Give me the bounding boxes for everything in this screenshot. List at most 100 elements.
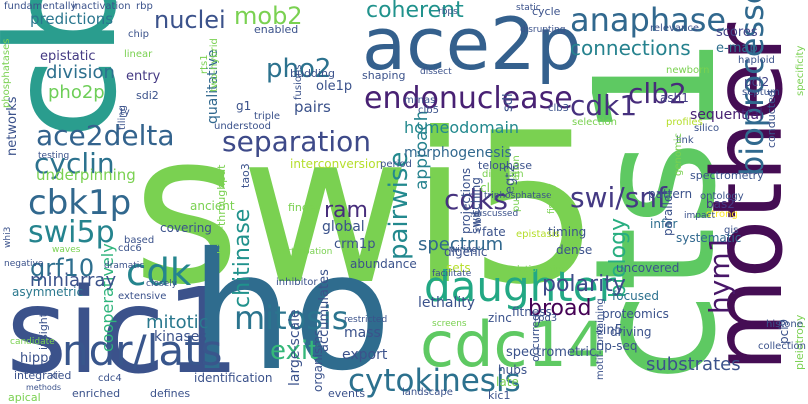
cloud-word: shaping: [362, 69, 406, 82]
cloud-word: silico: [694, 123, 720, 134]
cloud-word: large-scale: [287, 309, 303, 386]
cloud-word: fusions: [293, 64, 304, 100]
cloud-word: polarity: [542, 272, 626, 297]
cloud-word: telophase: [478, 159, 533, 172]
cloud-word: cdk1: [570, 89, 638, 122]
cloud-word: events: [328, 387, 366, 400]
cloud-word: nuclei: [154, 6, 226, 34]
cloud-word: enabled: [254, 23, 299, 36]
cloud-word: entry: [126, 69, 161, 84]
cloud-word: separation: [222, 125, 372, 158]
cloud-word: enriched: [72, 387, 121, 400]
cloud-word: cytokinesis: [348, 363, 521, 399]
cloud-word: linear: [124, 49, 153, 60]
cloud-word: integrated: [14, 369, 72, 382]
cloud-word: impact: [684, 211, 715, 221]
cloud-word: endonuclease: [364, 81, 573, 116]
cloud-word: cycle: [532, 5, 561, 18]
cloud-word: mitotic: [146, 312, 209, 333]
cloud-word: abundance: [350, 257, 417, 271]
cloud-word: late: [496, 375, 519, 389]
cloud-word: genomic: [673, 133, 684, 176]
cloud-word: purification: [511, 155, 522, 212]
cloud-word: cdc4: [98, 373, 122, 384]
cloud-word: zinc: [488, 311, 512, 325]
cloud-word: covering: [160, 221, 212, 235]
cloud-word: rts1: [199, 54, 210, 74]
cloud-word: ho: [190, 219, 392, 404]
cloud-word: spectrometric: [506, 345, 597, 360]
cloud-word: mrnas: [404, 95, 436, 106]
cloud-word: swi5: [132, 89, 601, 331]
cloud-word: proteomics: [602, 307, 669, 321]
cloud-word: mitosis: [234, 299, 349, 337]
cloud-word: relevance: [650, 23, 700, 34]
cloud-word: strong: [706, 209, 738, 220]
cloud-word: sdi2: [136, 89, 159, 102]
cloud-word: epistatic: [40, 49, 96, 64]
cloud-word: cooperatively: [98, 243, 117, 352]
cloud-word: xii: [50, 371, 61, 381]
cloud-word: pairs: [294, 98, 331, 116]
cloud-word: cdc14: [420, 308, 607, 381]
cloud-word: clb5: [418, 105, 439, 116]
cloud-word: facilitate: [432, 269, 472, 279]
cloud-word: systematic: [676, 231, 742, 245]
cloud-word: projections: [459, 167, 473, 234]
cloud-word: infer: [650, 217, 678, 231]
cloud-word: clb3: [548, 103, 569, 114]
cloud-word: focused: [612, 289, 660, 303]
cloud-word: e-map: [716, 41, 758, 56]
cloud-word: restricted: [344, 315, 388, 325]
cloud-word: discussed: [474, 209, 519, 219]
cloud-word: hippo: [20, 351, 57, 366]
cloud-word: kinases: [154, 329, 207, 345]
cloud-word: diagram: [482, 169, 524, 180]
cloud-word: triphosphatase: [484, 191, 552, 201]
cloud-word: waves: [52, 245, 81, 255]
cloud-word: chitinase: [230, 208, 255, 308]
cloud-word: phosphatases: [1, 38, 12, 108]
cloud-word: budding: [290, 67, 335, 80]
cloud-word: sin5: [596, 323, 623, 338]
cloud-word: mob2: [234, 2, 303, 30]
cloud-word: uncovered: [616, 261, 680, 275]
cloud-word: crm1p: [334, 237, 376, 252]
cloud-word: screens: [432, 319, 467, 329]
cloud-word: division: [46, 62, 115, 83]
cloud-word: ndr/lats: [62, 326, 223, 375]
cloud-word: fate: [482, 225, 506, 239]
cloud-word: scores: [716, 25, 758, 40]
cloud-word: dissect: [420, 67, 452, 77]
cloud-word: based: [124, 235, 155, 246]
cloud-word: pcl2: [744, 75, 770, 89]
cloud-word: inactivation: [72, 1, 131, 12]
cloud-word: understood: [214, 121, 272, 132]
cloud-word: ancient: [190, 199, 235, 213]
cloud-word: bas2: [706, 197, 735, 211]
cloud-word: rip-seq: [596, 339, 638, 353]
cloud-word: global: [322, 219, 365, 235]
cloud-word: mass: [344, 325, 381, 341]
cloud-word: whi3: [3, 226, 13, 248]
cloud-word: parallel: [661, 191, 675, 236]
cloud-word: broad: [528, 296, 592, 321]
cloud-word: pho2: [266, 54, 332, 84]
cloud-word: miniarray: [30, 270, 117, 291]
cloud-word: landscape: [402, 387, 453, 398]
cloud-word: pattern: [648, 187, 693, 201]
cloud-word: newborn: [666, 65, 710, 76]
cloud-word: profiles: [666, 117, 703, 128]
cloud-word: finger: [288, 201, 321, 214]
cloud-word: haploid: [738, 55, 775, 66]
cloud-word: rpd3: [534, 313, 558, 324]
cloud-word: rbps: [438, 7, 458, 17]
cloud-word: selection: [572, 117, 617, 128]
cloud-word: daughter: [424, 262, 616, 311]
cloud-word: chip: [128, 29, 149, 40]
cloud-word: ty: [120, 107, 130, 118]
cloud-word: rbp: [136, 1, 153, 12]
cloud-word: perturbation: [276, 247, 333, 257]
cloud-word: spectrometry: [690, 169, 764, 182]
cloud-word: extensive: [118, 291, 167, 302]
